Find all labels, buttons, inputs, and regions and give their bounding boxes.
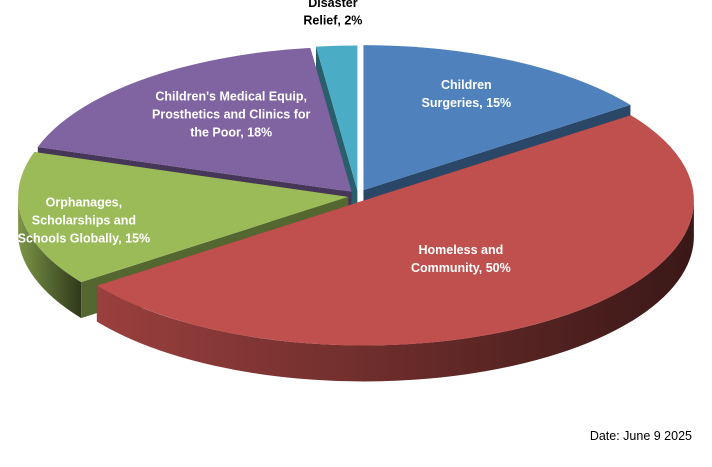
pie-slice — [363, 45, 631, 191]
slice-label-line: Orphanages, — [46, 196, 122, 210]
slice-label-line: Children's Medical Equip, — [155, 89, 307, 103]
pie-slice — [18, 152, 349, 283]
slice-label-line: Community, 50% — [411, 261, 511, 275]
slice-label-line: Disaster — [308, 0, 357, 10]
slice-label-line: Children — [441, 78, 492, 92]
slice-label-line: Surgeries, 15% — [422, 96, 512, 110]
slice-tops — [18, 45, 694, 346]
pie-slice — [96, 115, 694, 346]
pie-slice — [316, 45, 358, 191]
slice-label-line: Schools Globally, 15% — [18, 232, 150, 246]
slice-outer-wall — [18, 196, 82, 319]
slice-label-line: Prosthetics and Clinics for — [152, 107, 311, 121]
slice-label: Children Surgeries, 15% — [422, 78, 512, 110]
pie-slice — [37, 47, 352, 192]
slice-label-line: Scholarships and — [32, 214, 136, 228]
slice-outer-wall — [96, 200, 694, 382]
slice-labels: Children Surgeries, 15% Homeless and Commun… — [18, 0, 511, 275]
slice-label-line: Relief, 2% — [303, 14, 362, 28]
slice-label-line: Homeless and — [418, 243, 503, 257]
slice-label: Homeless and Community, 50% — [411, 243, 511, 275]
date-note: Date: June 9 2025 — [589, 429, 692, 443]
slice-label: Orphanages, Scholarships and Schools Globa… — [18, 196, 150, 246]
slice-label: Children's Medical Equip, Prosthetics and… — [152, 89, 311, 139]
slice-label-line: the Poor, 18% — [190, 125, 272, 139]
slice-label: Disaster Relief, 2% — [303, 0, 362, 28]
